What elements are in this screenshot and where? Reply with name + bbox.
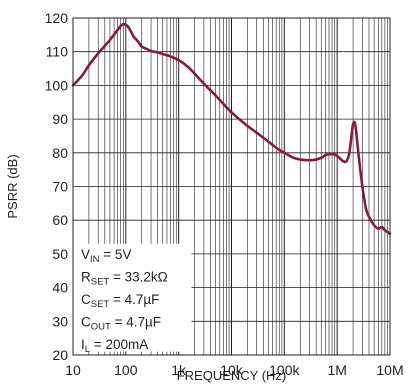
y-tick-label: 60 <box>52 212 68 228</box>
y-tick-label: 70 <box>52 179 68 195</box>
condition-symbol: C <box>81 314 91 329</box>
condition-line: CSET = 4.7µF <box>81 292 159 310</box>
condition-subscript: SET <box>91 276 110 287</box>
y-tick-label: 50 <box>52 246 68 262</box>
psrr-curve <box>71 22 392 235</box>
y-tick-label: 30 <box>52 313 68 329</box>
condition-value: = 200mA <box>90 337 148 352</box>
x-tick-label: 10M <box>376 362 403 378</box>
y-tick-label: 40 <box>52 280 68 296</box>
x-tick-label: 100k <box>269 362 300 378</box>
condition-symbol: R <box>81 269 91 284</box>
condition-value: = 4.7µF <box>111 314 161 329</box>
y-axis-title: PSRR (dB) <box>5 154 20 218</box>
y-tick-label: 80 <box>52 145 68 161</box>
x-axis-title: FREQUENCY (Hz) <box>177 368 287 383</box>
x-tick-label: 10k <box>220 362 244 378</box>
x-tick-label: 10 <box>65 362 81 378</box>
condition-value: = 33.2kΩ <box>109 269 168 284</box>
condition-line: COUT = 4.7µF <box>81 314 161 332</box>
condition-subscript: OUT <box>91 321 111 332</box>
y-tick-label: 90 <box>52 111 68 127</box>
condition-symbol: I <box>81 337 85 352</box>
condition-line: VIN = 5V <box>81 247 131 265</box>
condition-symbol: C <box>81 292 91 307</box>
condition-subscript: SET <box>91 299 110 310</box>
x-tick-label: 1k <box>171 362 187 378</box>
y-tick-label: 120 <box>45 10 69 26</box>
x-tick-labels: 10 100 1k 10k 100k 1M 10M <box>65 362 403 378</box>
condition-line: RSET = 33.2kΩ <box>81 269 168 287</box>
x-tick-label: 100 <box>114 362 138 378</box>
y-tick-label: 110 <box>46 44 69 60</box>
condition-subscript: IN <box>90 254 100 265</box>
y-tick-label: 20 <box>52 347 68 363</box>
x-tick-label: 1M <box>327 362 346 378</box>
y-tick-labels: 20 30 40 50 60 70 80 90 100 110 120 <box>45 10 69 363</box>
condition-subscript: L <box>85 344 90 355</box>
condition-value: = 4.7µF <box>109 292 159 307</box>
condition-symbol: V <box>81 247 90 262</box>
y-tick-label: 100 <box>45 77 69 93</box>
conditions-box-background <box>73 243 192 352</box>
plot-frame <box>72 17 391 356</box>
condition-line: IL = 200mA <box>81 337 148 355</box>
condition-value: = 5V <box>100 247 132 262</box>
